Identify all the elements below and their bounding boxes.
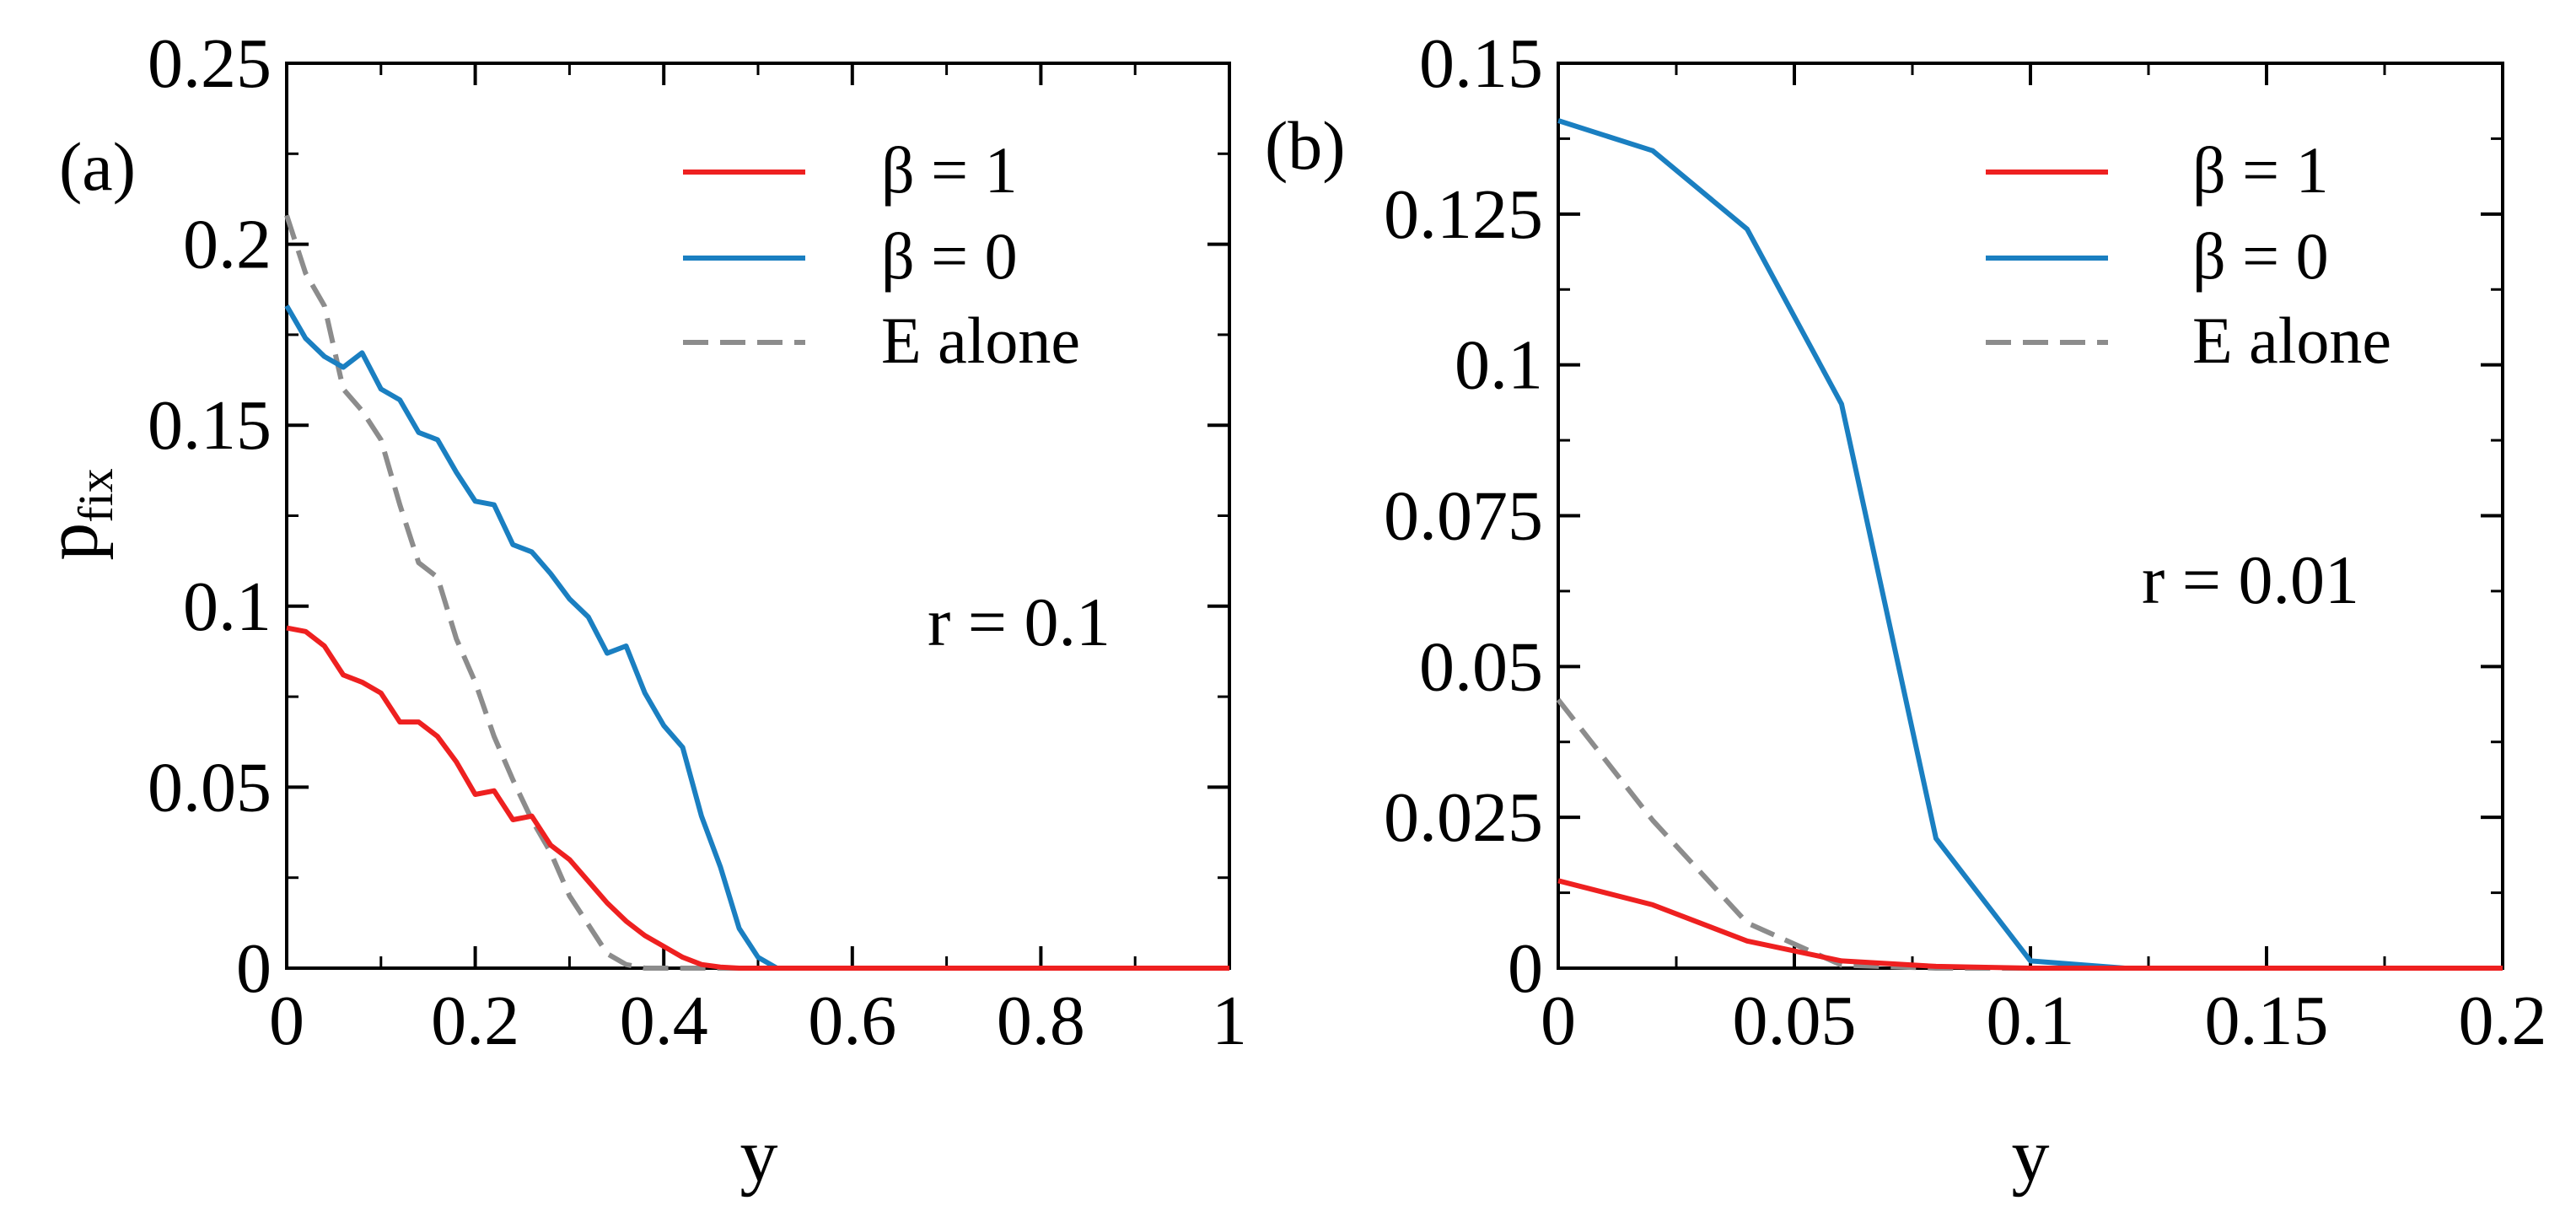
x-axis-title: y [740, 1114, 778, 1198]
legend-label: E alone [881, 304, 1080, 377]
plot-frame [285, 62, 1231, 970]
y-tick-label: 0.05 [1419, 627, 1543, 706]
y-axis-title-main: p [30, 523, 114, 561]
x-tick-label: 0.4 [620, 982, 708, 1060]
y-tick-label: 0.15 [148, 386, 272, 465]
plot-frame [1557, 62, 2504, 970]
legend-label: E alone [2192, 304, 2391, 377]
series-line-beta-1 [1557, 878, 2503, 971]
panel-label: (a) [59, 128, 136, 205]
y-tick-label: 0.025 [1384, 778, 1543, 857]
y-tick-label: 0 [1508, 929, 1543, 1008]
panel-a: 0 0.2 0.4 0.6 0.8 100.050.10.150.20.25β = 1β … [30, 24, 1247, 1198]
y-tick-label: 0.25 [148, 24, 272, 103]
x-tick-label: 1 [1212, 982, 1247, 1060]
x-tick-label: 0.15 [2205, 982, 2329, 1060]
x-tick-label: 0 [1541, 982, 1576, 1060]
x-axis-title: y [2012, 1114, 2050, 1198]
series-line-beta-1 [286, 625, 1229, 971]
y-tick-label: 0.2 [183, 206, 272, 284]
y-tick-label: 0.1 [1455, 326, 1543, 405]
y-tick-label: 0.075 [1384, 477, 1543, 556]
x-tick-label: 0.1 [1987, 982, 2075, 1060]
legend-label: β = 1 [2192, 133, 2329, 207]
legend-label: β = 0 [881, 219, 1018, 293]
y-axis-title: pfix [30, 468, 123, 560]
x-tick-label: 0 [269, 982, 304, 1060]
parameter-annotation: r = 0.01 [2142, 541, 2359, 618]
x-tick-label: 0.05 [1733, 982, 1857, 1060]
legend-label: β = 0 [2192, 219, 2329, 293]
y-tick-label: 0.125 [1384, 175, 1543, 254]
series-line-e-alone [1556, 697, 2503, 971]
y-axis-title-sub: fix [68, 468, 123, 522]
y-tick-label: 0 [236, 929, 272, 1008]
legend: β = 1 β = 0 E alone [683, 133, 1080, 377]
parameter-annotation: r = 0.1 [928, 584, 1111, 660]
panel-b: 0 0.05 0.1 0.15 0.2 0 0.025 0.05 0.075 0.1 0.125 0.… [1265, 24, 2547, 1198]
panel-label: (b) [1265, 107, 1346, 184]
series-line-beta-0 [1557, 118, 2503, 971]
legend-label: β = 1 [881, 133, 1018, 207]
x-tick-label: 0.2 [431, 982, 519, 1060]
x-tick-label: 0.2 [2459, 982, 2547, 1060]
y-tick-label: 0.15 [1419, 24, 1543, 103]
legend: β = 1 β = 0 E alone [1986, 133, 2391, 377]
y-tick-label: 0.1 [183, 568, 272, 646]
y-tick-label: 0.05 [148, 748, 272, 826]
x-tick-label: 0.6 [808, 982, 896, 1060]
series-line-e-alone [284, 214, 1229, 971]
x-tick-label: 0.8 [997, 982, 1085, 1060]
